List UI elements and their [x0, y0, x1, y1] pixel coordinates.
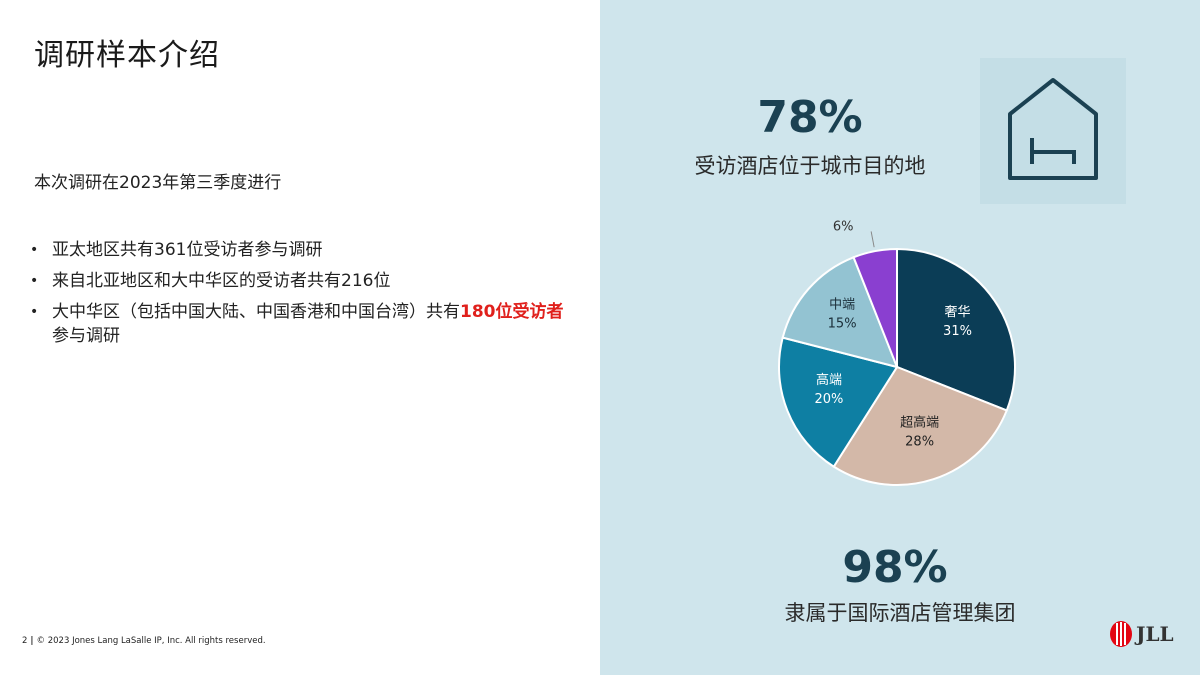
slide-title: 调研样本介绍: [34, 38, 220, 73]
bullet-item: • 亚太地区共有361位受访者参与调研: [30, 238, 570, 262]
right-panel: 78% 受访酒店位于城市目的地 奢华31%超高端28%高端20%中端15%经济型…: [600, 0, 1200, 675]
pie-slice: [778, 336, 899, 469]
stat-top-label: 受访酒店位于城市目的地: [694, 154, 926, 178]
copyright-text: © 2023 Jones Lang LaSalle IP, Inc. All r…: [36, 636, 266, 646]
stat-bottom-value: 98%: [842, 542, 948, 593]
pie-slice: [832, 365, 1009, 486]
bullet-dot-icon: •: [30, 273, 39, 289]
footer: 2 | © 2023 Jones Lang LaSalle IP, Inc. All…: [22, 636, 266, 646]
pie-slice: [781, 255, 899, 369]
slice-label: 超高端: [900, 415, 939, 431]
bullet-item: • 大中华区（包括中国大陆、中国香港和中国台湾）共有180位受访者参与调研: [30, 300, 570, 348]
house-bed-icon: [1008, 78, 1098, 180]
bullet-text-prefix: 大中华区（包括中国大陆、中国香港和中国台湾）共有: [52, 302, 460, 322]
slice-value-label: 28%: [905, 435, 934, 450]
slice-label: 高端: [816, 372, 842, 388]
footer-separator: |: [30, 636, 34, 646]
home-card: [980, 58, 1126, 204]
bullet-dot-icon: •: [30, 242, 39, 258]
slice-label: 中端: [829, 298, 855, 313]
pie-slice: [852, 247, 898, 368]
slice-value-label: 15%: [828, 317, 857, 332]
intro-text: 本次调研在2023年第三季度进行: [34, 173, 282, 193]
slice-value-label: 20%: [815, 392, 844, 407]
bullet-text: 亚太地区共有361位受访者参与调研: [52, 240, 323, 260]
stat-bottom-label: 隶属于国际酒店管理集团: [784, 601, 1016, 625]
slice-value-label: 31%: [943, 324, 972, 339]
leader-line: [870, 231, 875, 248]
bullet-list: • 亚太地区共有361位受访者参与调研 • 来自北亚地区和大中华区的受访者共有2…: [30, 238, 570, 355]
slice-label: 奢华: [945, 305, 971, 320]
bullet-text-suffix: 参与调研: [52, 326, 120, 346]
bullet-dot-icon: •: [30, 304, 39, 320]
logo-text: JLL: [1136, 622, 1174, 646]
bullet-item: • 来自北亚地区和大中华区的受访者共有216位: [30, 269, 570, 293]
bullet-text: 来自北亚地区和大中华区的受访者共有216位: [52, 271, 391, 291]
jll-logo-icon: [1110, 621, 1132, 647]
slice-value-label: 6%: [833, 219, 854, 234]
page-number: 2: [22, 636, 28, 646]
highlight-text: 180位受访者: [460, 302, 564, 322]
stat-top-value: 78%: [757, 92, 863, 143]
left-panel: 调研样本介绍 本次调研在2023年第三季度进行 • 亚太地区共有361位受访者参…: [22, 38, 570, 646]
pie-slice: [896, 247, 1016, 412]
